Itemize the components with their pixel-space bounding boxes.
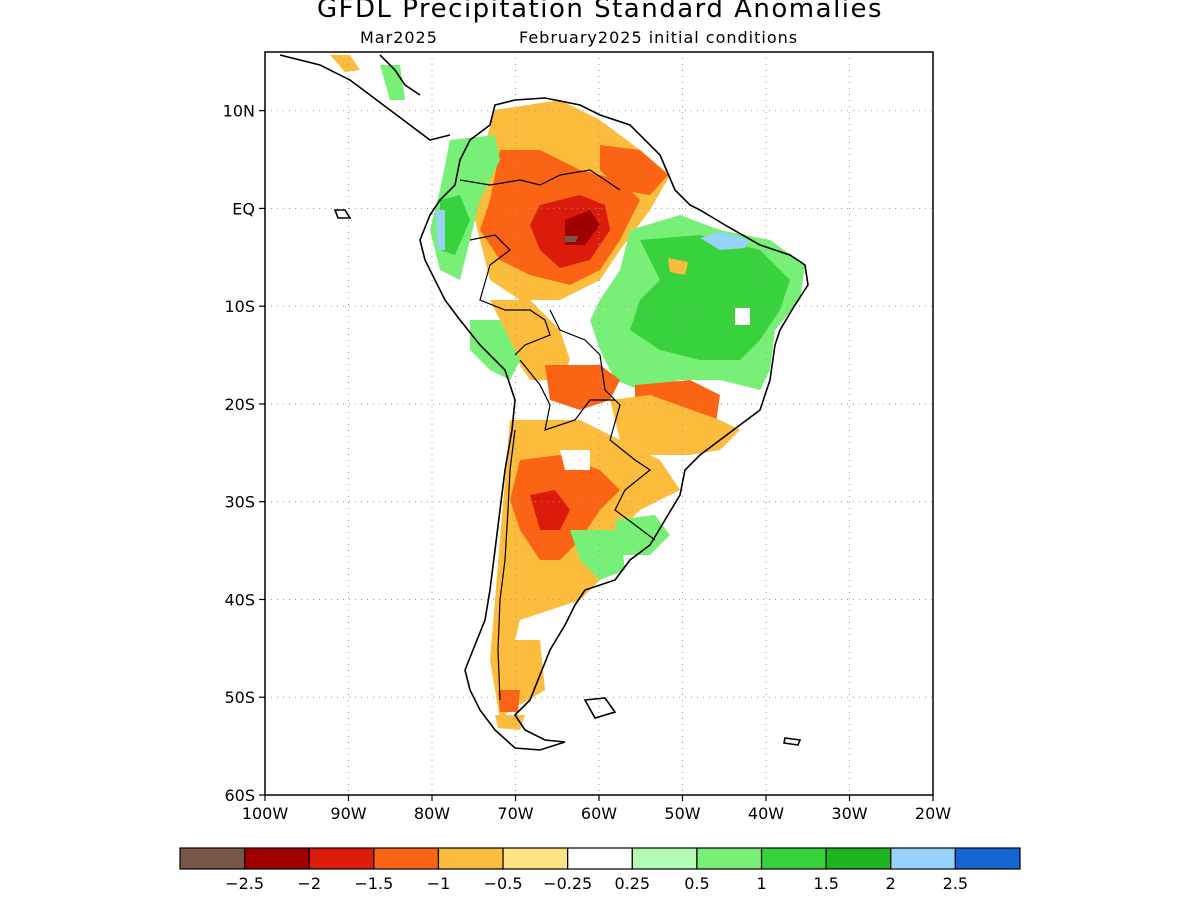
legend-label: −2	[297, 874, 321, 893]
south-america-coastline	[419, 97, 809, 751]
legend-swatch	[890, 847, 956, 870]
country-border	[549, 309, 621, 441]
legend-swatch	[244, 847, 310, 870]
color-legend: −2.5 −2 −1.5 −1 −0.5 −0.25 0.25 0.5 1 1.5 2 2.5	[179, 847, 1021, 893]
legend-swatch	[696, 847, 763, 870]
anomaly-region	[498, 690, 520, 712]
central-america-coastline	[279, 54, 451, 141]
initial-conditions-label: February2025 initial conditions	[519, 28, 799, 47]
forecast-month: Mar2025	[360, 28, 438, 47]
x-tick-label: 30W	[831, 804, 867, 823]
anomaly-region	[700, 232, 750, 250]
legend-label: 2	[886, 874, 896, 893]
island-coastline	[333, 209, 352, 219]
legend-swatch	[179, 847, 246, 870]
map-title: GFDL Precipitation Standard Anomalies	[316, 0, 884, 24]
y-tick-label: 40S	[224, 590, 255, 609]
x-tick-label: 100W	[242, 804, 289, 823]
legend-swatch	[502, 847, 569, 870]
central-america-coastline	[379, 54, 421, 96]
legend-swatch	[760, 847, 827, 870]
country-border	[497, 429, 516, 701]
x-tick-label: 60W	[581, 804, 617, 823]
anomaly-region	[570, 530, 625, 580]
legend-label: 2.5	[943, 874, 968, 893]
legend-swatch	[567, 847, 633, 870]
anomaly-field	[330, 55, 805, 730]
anomaly-region	[600, 145, 668, 195]
anomaly-region	[330, 55, 360, 72]
y-tick-label: 50S	[224, 688, 255, 707]
island-coastline	[583, 697, 617, 719]
legend-label: 1	[756, 874, 766, 893]
legend-label: 1.5	[813, 874, 838, 893]
coastlines	[279, 54, 809, 751]
legend-label: −2.5	[225, 874, 264, 893]
country-border	[609, 439, 656, 541]
legend-swatch	[437, 847, 504, 870]
legend-label: 0.5	[684, 874, 709, 893]
legend-label: −1.5	[354, 874, 393, 893]
legend-label: −0.5	[484, 874, 523, 893]
anomaly-region	[545, 365, 620, 410]
y-tick-label: 10N	[223, 102, 255, 121]
country-border	[519, 359, 615, 431]
x-tick-label: 40W	[748, 804, 784, 823]
anomaly-region	[380, 65, 405, 100]
y-tick-label: EQ	[232, 199, 255, 218]
island-coastline	[783, 737, 802, 746]
x-tick-label: 80W	[414, 804, 450, 823]
x-tick-label: 20W	[915, 804, 951, 823]
anomaly-region	[735, 308, 750, 325]
legend-swatch	[373, 847, 440, 870]
legend-swatch	[308, 847, 375, 870]
y-tick-label: 30S	[224, 493, 255, 512]
x-tick-label: 70W	[497, 804, 533, 823]
legend-swatch	[954, 847, 1021, 870]
y-tick-label: 20S	[224, 395, 255, 414]
legend-label: 0.25	[614, 874, 650, 893]
map-axes: 100W 90W 80W 70W 60W 50W 40W 30W 20W 10N EQ 10S 20S 3…	[223, 102, 952, 823]
anomaly-region	[470, 320, 520, 380]
country-borders	[459, 169, 656, 701]
x-tick-label: 50W	[664, 804, 700, 823]
legend-label: −0.25	[543, 874, 592, 893]
legend-label: −1	[427, 874, 451, 893]
country-border	[469, 234, 551, 356]
anomaly-region	[530, 490, 570, 530]
anomaly-region	[490, 300, 570, 380]
anomaly-region	[565, 236, 578, 242]
anomaly-region	[560, 450, 590, 470]
country-border	[459, 169, 621, 191]
y-tick-label: 10S	[224, 297, 255, 316]
anomaly-region	[610, 395, 740, 455]
legend-swatch	[631, 847, 698, 870]
y-tick-label: 60S	[224, 786, 255, 805]
anomaly-region	[615, 515, 670, 555]
anomaly-region	[440, 195, 470, 255]
legend-swatch	[825, 847, 892, 870]
anomaly-region	[436, 210, 445, 250]
x-tick-label: 90W	[330, 804, 366, 823]
